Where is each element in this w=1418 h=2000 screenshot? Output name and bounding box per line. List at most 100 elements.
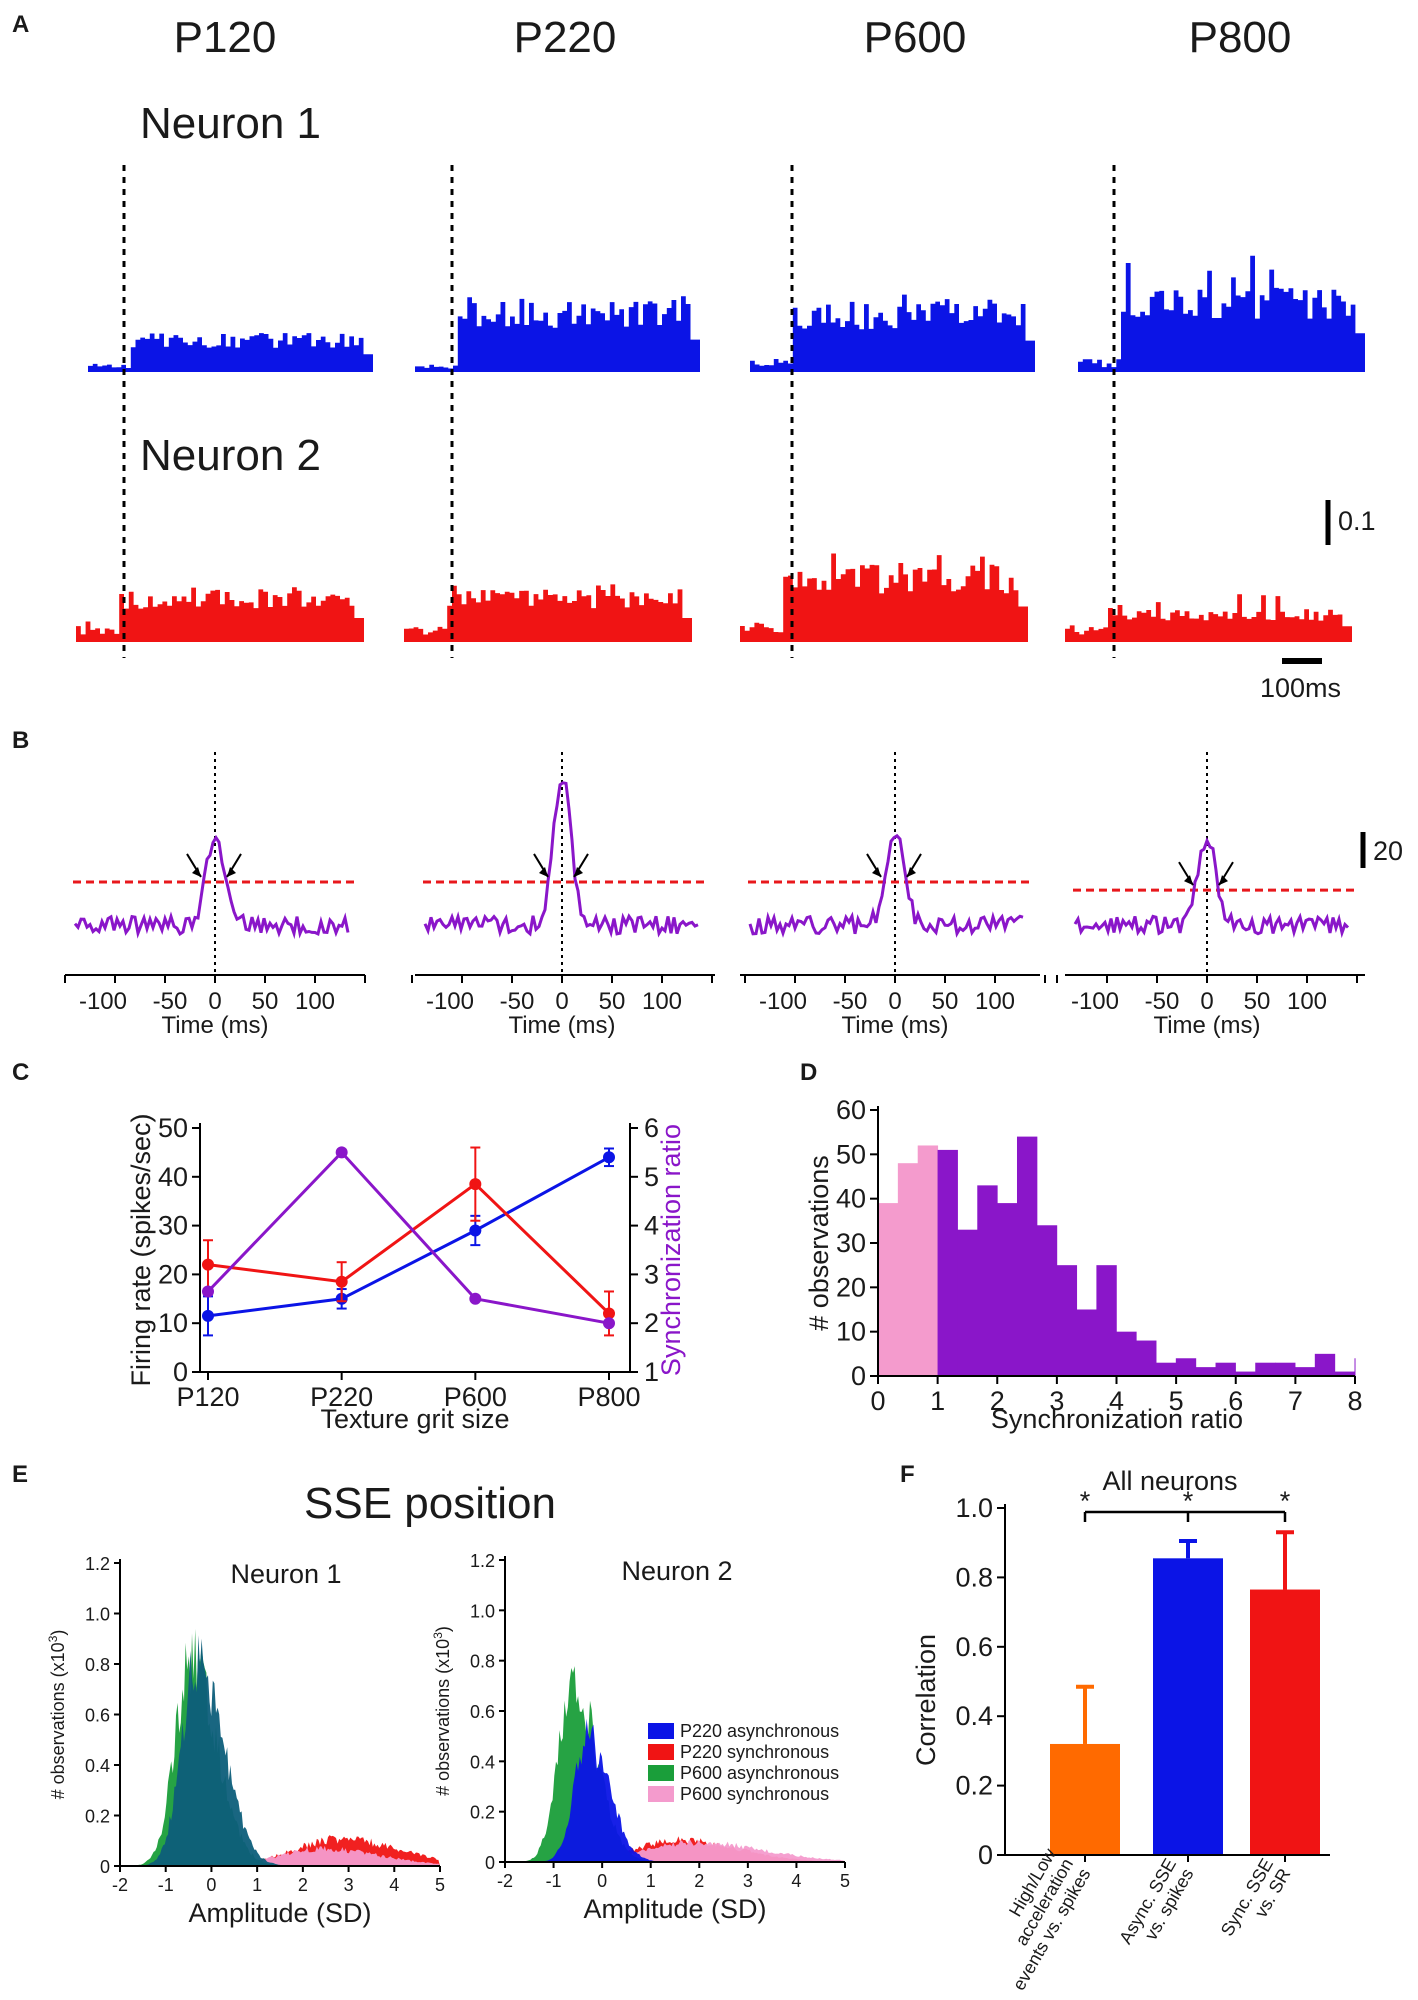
e-subplot-title-1: Neuron 1 — [230, 1559, 341, 1589]
time-tick-label-2: 50 — [599, 988, 626, 1015]
d-hist-bar — [1354, 1358, 1356, 1376]
e-x-tick-label: 2 — [694, 1871, 704, 1891]
e-y-axis-title-close: ) — [433, 1626, 453, 1632]
c-series-line-3 — [206, 1150, 610, 1325]
scale-bar-value-b: 20 — [1373, 836, 1403, 866]
d-hist-bar — [1294, 1367, 1316, 1376]
d-x-tick-label: 8 — [1347, 1386, 1362, 1416]
e-y-tick-label: 0 — [485, 1853, 495, 1873]
e-y-axis-title-close: ) — [48, 1630, 68, 1636]
time-tick-label-2: 100 — [642, 988, 682, 1015]
psth-1-p220 — [415, 296, 700, 372]
e-x-tick-label: 3 — [344, 1875, 354, 1895]
c-series-line-2 — [207, 1182, 611, 1315]
time-tick-label-1: -100 — [79, 988, 127, 1015]
psth-2-p220 — [404, 584, 692, 642]
d-hist-bar — [878, 1203, 899, 1376]
time-axis-title-4: Time (ms) — [1153, 1012, 1260, 1039]
row-label-neuron-1: Neuron 1 — [140, 99, 321, 148]
f-significance-star-2: * — [1183, 1486, 1194, 1516]
d-hist-bar — [1116, 1331, 1137, 1376]
panel-f-label: F — [900, 1461, 915, 1488]
c-right-tick-label: 2 — [644, 1308, 659, 1338]
e-x-tick-label: 4 — [791, 1871, 801, 1891]
e-p220-asynchronous-2 — [505, 1718, 845, 1862]
panel-c-label: C — [12, 1059, 29, 1086]
e-p600-asynchronous-1 — [120, 1628, 440, 1866]
f-bar-1 — [1050, 1743, 1120, 1855]
c-category-label: P120 — [176, 1382, 239, 1412]
c-y2-axis-title: Synchronization ratio — [656, 1124, 686, 1376]
d-y-tick-label: 60 — [836, 1095, 866, 1125]
e-y-axis-title-exponent: 3 — [431, 1632, 445, 1639]
d-hist-bar — [1096, 1265, 1117, 1376]
time-tick-label-3: 50 — [932, 988, 959, 1015]
d-hist-bar — [1036, 1225, 1058, 1376]
e-y-tick-label: 0.6 — [470, 1702, 495, 1722]
condition-title-p800: P800 — [1189, 13, 1292, 62]
d-hist-bar — [1016, 1136, 1038, 1376]
d-hist-bar — [1136, 1340, 1157, 1376]
e-legend-swatch-4 — [648, 1786, 674, 1802]
condition-title-p120: P120 — [174, 13, 277, 62]
d-hist-bar — [1195, 1367, 1217, 1376]
c-point — [469, 1224, 482, 1237]
e-x-tick-label: 5 — [435, 1875, 445, 1895]
panel-e-label: E — [12, 1461, 28, 1488]
time-tick-label-1: 100 — [295, 988, 335, 1015]
f-category-label-2: Async. SSEvs. spikes — [1115, 1855, 1197, 1957]
e-y-tick-label: 0.2 — [470, 1803, 495, 1823]
f-y-axis-title: Correlation — [911, 1634, 941, 1766]
d-x-axis-title: Synchronization ratio — [991, 1404, 1243, 1434]
d-hist-bar — [1314, 1353, 1336, 1376]
c-left-tick-label: 0 — [173, 1357, 188, 1387]
time-tick-label-1: 50 — [252, 988, 279, 1015]
f-category-label-3: Sync. SSEvs. SR — [1217, 1855, 1295, 1950]
e-y-tick-label: 0.6 — [85, 1706, 110, 1726]
cross-correlogram-4 — [1073, 836, 1350, 939]
d-y-tick-label: 50 — [836, 1139, 866, 1169]
c-point — [469, 1292, 482, 1305]
c-right-tick-label: 5 — [644, 1162, 659, 1192]
c-point — [469, 1178, 482, 1191]
time-tick-label-4: 100 — [1287, 988, 1327, 1015]
c-left-tick-label: 10 — [158, 1308, 188, 1338]
time-axis-title-1: Time (ms) — [161, 1012, 268, 1039]
e-x-tick-label: 5 — [840, 1871, 850, 1891]
e-x-tick-label: 0 — [597, 1871, 607, 1891]
time-axis-title-3: Time (ms) — [841, 1012, 948, 1039]
time-tick-label-3: 0 — [888, 988, 901, 1015]
e-x-tick-label: 3 — [743, 1871, 753, 1891]
f-y-tick-label: 0.6 — [955, 1632, 993, 1662]
e-y-tick-label: 1.2 — [470, 1551, 495, 1571]
f-y-tick-label: 0.8 — [955, 1562, 993, 1592]
e-y-tick-label: 0.8 — [470, 1652, 495, 1672]
scale-bar-value-a: 0.1 — [1338, 506, 1376, 536]
psth-2-p600 — [740, 553, 1028, 642]
e-y-tick-label: 0.2 — [85, 1807, 110, 1827]
condition-title-p220: P220 — [514, 13, 617, 62]
e-y-axis-title-2: # observations (x103) — [431, 1626, 453, 1796]
d-x-tick-label: 2 — [990, 1386, 1005, 1416]
e-legend-label-3: P600 asynchronous — [680, 1763, 839, 1783]
c-category-label: P220 — [310, 1382, 373, 1412]
d-hist-bar — [1215, 1362, 1236, 1376]
time-tick-label-2: -50 — [500, 988, 535, 1015]
d-hist-bar — [1235, 1371, 1256, 1376]
d-y-axis-title: # observations — [804, 1155, 834, 1331]
time-axis-title-2: Time (ms) — [508, 1012, 615, 1039]
d-hist-bar — [1175, 1358, 1197, 1376]
d-hist-bar — [1155, 1362, 1177, 1376]
c-series-line-1 — [207, 1155, 610, 1318]
row-label-neuron-2: Neuron 2 — [140, 431, 321, 480]
d-hist-bar — [1334, 1371, 1356, 1376]
d-y-tick-label: 10 — [836, 1317, 866, 1347]
e-x-tick-label: 4 — [389, 1875, 399, 1895]
d-hist-bar — [1255, 1362, 1276, 1376]
arrowhead-right-1 — [227, 866, 236, 877]
c-point — [202, 1285, 214, 1298]
d-y-tick-label: 20 — [836, 1272, 866, 1302]
d-x-tick-label: 4 — [1109, 1386, 1124, 1416]
d-x-tick-label: 1 — [930, 1386, 945, 1416]
